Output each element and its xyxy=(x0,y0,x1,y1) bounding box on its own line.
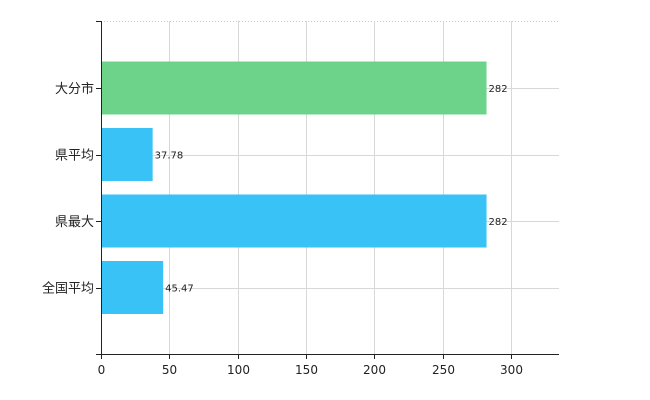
value-label: 282 xyxy=(489,84,508,95)
grid-layer xyxy=(101,21,559,354)
bar-全国平均 xyxy=(101,261,164,314)
x-tick-label: 200 xyxy=(363,363,386,377)
category-label: 県平均 xyxy=(55,149,94,164)
bar-県最大 xyxy=(101,194,487,248)
category-label: 県最大 xyxy=(55,215,94,230)
value-label: 282 xyxy=(489,217,508,228)
x-tick-label: 100 xyxy=(227,363,250,377)
axis-layer xyxy=(96,21,559,359)
x-tick-label: 0 xyxy=(98,363,106,377)
x-tick-label: 50 xyxy=(162,363,177,377)
value-label: 37.78 xyxy=(155,151,184,162)
bar-layer xyxy=(101,61,487,314)
x-tick-label: 250 xyxy=(432,363,455,377)
value-label: 45.47 xyxy=(165,284,194,295)
bar-大分市 xyxy=(101,61,487,115)
x-tick-label: 300 xyxy=(500,363,523,377)
bar-県平均 xyxy=(101,128,153,181)
category-label: 全国平均 xyxy=(42,281,94,297)
category-label: 大分市 xyxy=(55,81,94,97)
x-tick-label: 150 xyxy=(295,363,318,377)
